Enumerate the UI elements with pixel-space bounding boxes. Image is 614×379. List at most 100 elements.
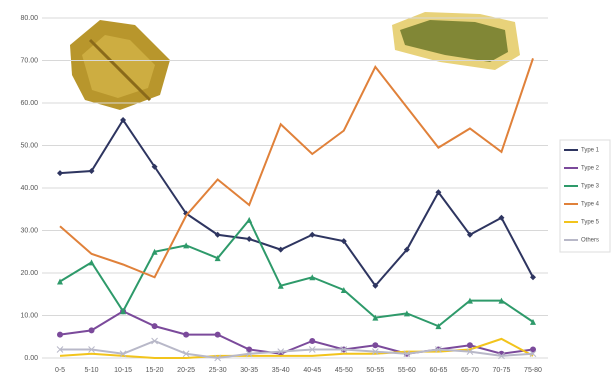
marker [309, 274, 316, 281]
x-tick-label: 55-60 [398, 367, 416, 374]
marker [246, 346, 253, 353]
y-tick-label: 20.00 [20, 270, 38, 277]
series-line [59, 310, 534, 355]
marker [214, 331, 221, 338]
marker [498, 352, 505, 360]
marker [403, 246, 410, 253]
marker [277, 282, 284, 289]
marker [435, 323, 442, 330]
marker [372, 342, 379, 349]
marker [277, 246, 284, 253]
marker [435, 346, 442, 353]
marker [530, 318, 536, 325]
marker [57, 170, 63, 177]
x-tick-label: 30-35 [240, 367, 258, 374]
grid [42, 17, 548, 359]
marker [88, 327, 95, 334]
x-tick-label: 45-50 [335, 367, 353, 374]
marker [340, 287, 347, 293]
sample-image-left [70, 20, 170, 110]
marker [151, 323, 158, 330]
x-tick-label: 5-10 [85, 367, 99, 374]
marker [57, 331, 63, 338]
legend-label: Type 3 [581, 184, 600, 190]
x-tick-label: 70-75 [493, 367, 511, 374]
marker [120, 117, 127, 123]
legend-label: Type 2 [581, 166, 600, 172]
legend-label: Type 5 [581, 220, 600, 226]
x-tick-label: 60-65 [429, 367, 447, 374]
marker [340, 238, 347, 245]
marker [88, 259, 95, 266]
marker [151, 163, 158, 170]
x-tick-label: 25-30 [209, 367, 227, 374]
x-tick-label: 40-45 [303, 367, 321, 374]
marker [371, 348, 379, 355]
y-tick-label: 10.00 [20, 312, 38, 319]
marker [372, 282, 379, 289]
marker [308, 346, 316, 353]
marker [435, 189, 442, 196]
marker [277, 348, 285, 355]
x-tick-label: 65-70 [461, 367, 479, 374]
marker [182, 350, 190, 358]
marker [57, 278, 63, 285]
marker [530, 274, 536, 281]
marker [151, 248, 158, 255]
marker [403, 350, 411, 358]
y-tick-label: 50.00 [20, 142, 38, 149]
marker [120, 308, 127, 315]
marker [466, 231, 473, 238]
marker [309, 338, 316, 344]
x-tick-label: 20-25 [177, 367, 195, 374]
marker [466, 348, 474, 355]
marker [372, 314, 379, 321]
marker [340, 346, 348, 353]
x-tick-label: 75-80 [524, 367, 542, 374]
x-tick-label: 15-20 [146, 367, 164, 374]
legend-box [559, 139, 611, 253]
marker [183, 242, 190, 249]
legend-label: Others [581, 238, 599, 244]
y-tick-label: 80.00 [20, 15, 38, 22]
marker [183, 331, 190, 338]
y-tick-label: 70.00 [20, 57, 38, 64]
marker [498, 214, 505, 221]
marker [88, 346, 95, 353]
marker [529, 350, 537, 358]
series-line [59, 58, 534, 279]
marker [214, 255, 221, 262]
legend: Type 1 Type 2 Type 3 Type 4 Type 5 Others [559, 139, 611, 253]
x-tick-label: 50-55 [366, 367, 384, 374]
marker [119, 350, 127, 358]
marker [466, 297, 473, 304]
marker [246, 236, 253, 242]
marker [246, 216, 253, 223]
marker [530, 346, 536, 353]
legend-label: Type 1 [581, 148, 600, 154]
marker [466, 342, 473, 349]
y-tick-label: 0.00 [24, 355, 38, 362]
marker [214, 231, 221, 238]
marker [498, 297, 505, 304]
y-tick-label: 30.00 [20, 227, 38, 234]
marker [309, 231, 316, 238]
y-tick-label: 40.00 [20, 185, 38, 192]
x-tick-label: 10-15 [114, 367, 132, 374]
x-tick-label: 35-40 [272, 367, 290, 374]
marker [403, 310, 410, 317]
marker [245, 350, 253, 358]
x-tick-label: 0-5 [55, 367, 65, 374]
y-tick-label: 60.00 [20, 100, 38, 107]
marker [151, 337, 158, 345]
legend-label: Type 4 [581, 202, 600, 208]
marker [56, 346, 64, 353]
series-line [60, 339, 534, 360]
sample-image-right [392, 12, 520, 70]
marker [214, 354, 222, 362]
series-line [59, 118, 534, 288]
series-line [59, 218, 534, 328]
marker [88, 168, 95, 174]
